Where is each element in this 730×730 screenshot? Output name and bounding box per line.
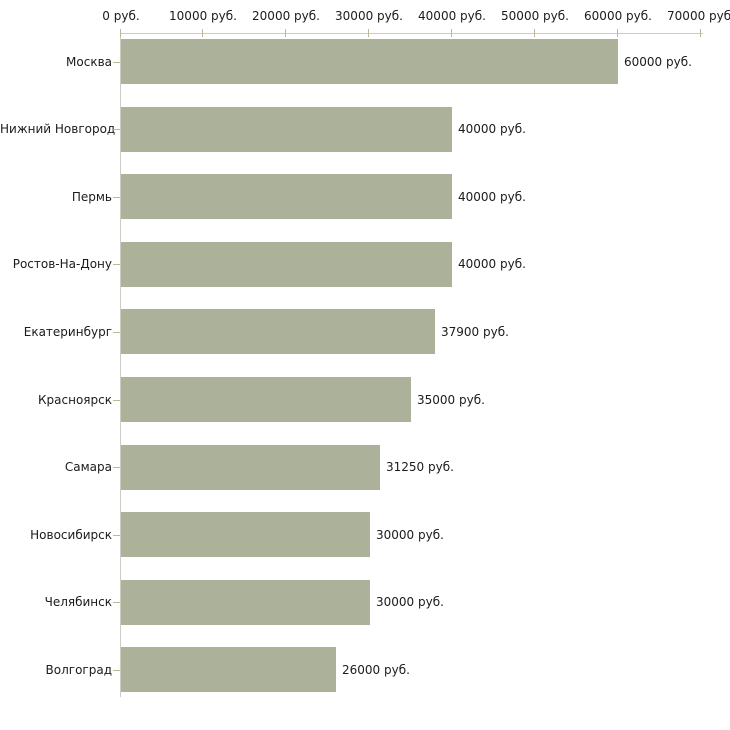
bar-8: [121, 512, 370, 557]
bar-10: [121, 647, 336, 692]
bar-value-label: 40000 руб.: [458, 257, 526, 271]
bar-3: [121, 174, 452, 219]
category-tick: [113, 197, 120, 198]
category-label: Новосибирск: [30, 528, 112, 542]
bar-1: [121, 39, 618, 84]
bar-value-label: 31250 руб.: [386, 460, 454, 474]
category-tick: [113, 602, 120, 603]
x-axis-tick: [700, 29, 701, 37]
x-axis-tick: [285, 29, 286, 37]
x-axis-tick-label: 10000 руб.: [169, 9, 237, 23]
bar-value-label: 60000 руб.: [624, 55, 692, 69]
bar-6: [121, 377, 411, 422]
x-axis-tick-label: 0 руб.: [102, 9, 140, 23]
category-label: Ростов-На-Дону: [12, 257, 112, 271]
bar-value-label: 30000 руб.: [376, 595, 444, 609]
x-axis-tick-label: 20000 руб.: [252, 9, 320, 23]
category-tick: [113, 264, 120, 265]
bar-value-label: 26000 руб.: [342, 663, 410, 677]
category-label: Волгоград: [45, 663, 112, 677]
x-axis-tick: [451, 29, 452, 37]
category-label: Пермь: [71, 190, 112, 204]
category-label: Нижний Новгород: [0, 122, 116, 136]
category-tick: [113, 332, 120, 333]
category-label: Красноярск: [38, 393, 112, 407]
x-axis-line: [120, 33, 703, 34]
category-tick: [113, 62, 120, 63]
bar-9: [121, 580, 370, 625]
category-label: Екатеринбург: [23, 325, 112, 339]
x-axis-tick-label: 60000 руб.: [584, 9, 652, 23]
category-label: Челябинск: [44, 595, 112, 609]
x-axis-tick: [534, 29, 535, 37]
category-label: Самара: [64, 460, 112, 474]
bar-value-label: 37900 руб.: [441, 325, 509, 339]
category-tick: [113, 670, 120, 671]
x-axis-tick: [202, 29, 203, 37]
category-tick: [113, 400, 120, 401]
bar-5: [121, 309, 435, 354]
bar-value-label: 40000 руб.: [458, 190, 526, 204]
bar-value-label: 35000 руб.: [417, 393, 485, 407]
category-tick: [113, 535, 120, 536]
bar-4: [121, 242, 452, 287]
x-axis-tick: [120, 29, 121, 37]
x-axis-tick: [617, 29, 618, 37]
x-axis-tick-label: 30000 руб.: [335, 9, 403, 23]
category-tick: [113, 467, 120, 468]
x-axis-tick-label: 70000 руб.: [667, 9, 730, 23]
x-axis-tick-label: 50000 руб.: [501, 9, 569, 23]
y-axis-line: [120, 33, 121, 697]
bar-7: [121, 445, 380, 490]
category-tick: [113, 129, 120, 130]
bar-2: [121, 107, 452, 152]
x-axis-tick: [368, 29, 369, 37]
bar-value-label: 40000 руб.: [458, 122, 526, 136]
category-label: Москва: [66, 55, 112, 69]
x-axis-tick-label: 40000 руб.: [418, 9, 486, 23]
bar-value-label: 30000 руб.: [376, 528, 444, 542]
